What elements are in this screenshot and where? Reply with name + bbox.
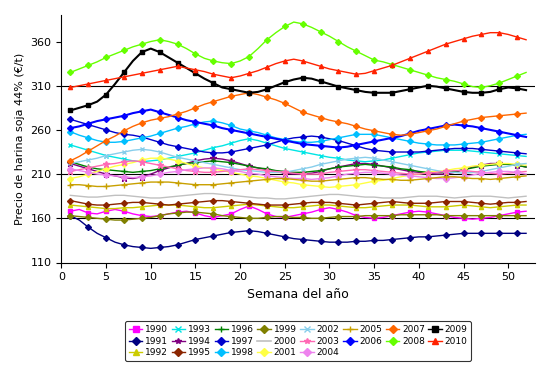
X-axis label: Semana del año: Semana del año [248,288,349,301]
Y-axis label: Precio de harina soja 44% (€/t): Precio de harina soja 44% (€/t) [15,53,25,225]
Legend: 1990, 1991, 1992, 1993, 1994, 1995, 1996, 1997, 1998, 1999, 2000, 2001, 2002, 20: 1990, 1991, 1992, 1993, 1994, 1995, 1996… [125,321,471,361]
